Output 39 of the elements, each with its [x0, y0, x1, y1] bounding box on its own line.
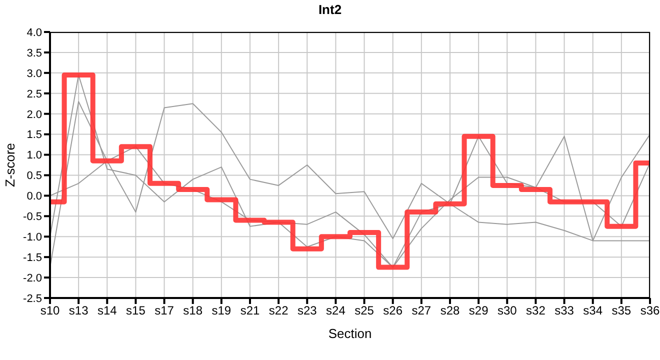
- x-tick-label: s28: [440, 304, 460, 318]
- y-tick-label: 4.0: [26, 26, 42, 39]
- y-tick-label: 3.0: [26, 68, 42, 80]
- x-tick-label: s27: [412, 304, 432, 318]
- y-tick-label: 1.0: [26, 150, 42, 162]
- x-tick-label: s35: [612, 304, 632, 318]
- y-tick-label: 1.5: [26, 129, 42, 142]
- y-tick-label: -2.5: [23, 292, 42, 305]
- x-tick-label: s21: [240, 304, 260, 318]
- x-tick-label: s18: [183, 304, 203, 318]
- x-tick-label: s14: [97, 304, 118, 318]
- x-tick-label: s19: [212, 304, 232, 318]
- x-tick-label: s33: [554, 304, 574, 318]
- y-tick-label: 0.0: [26, 190, 42, 203]
- x-tick-label: s29: [468, 304, 489, 318]
- x-tick-label: s30: [497, 304, 518, 318]
- y-tick-label: 2.0: [26, 108, 42, 121]
- y-tick-label: 0.5: [26, 170, 42, 182]
- x-tick-label: s25: [354, 304, 374, 318]
- y-tick-label: -0.5: [23, 211, 42, 224]
- chart-title: Int2: [317, 2, 343, 17]
- y-tick-label: 3.5: [26, 47, 42, 60]
- x-tick-label: s36: [640, 304, 660, 318]
- x-tick-label: s24: [326, 304, 346, 318]
- y-axis-title: Z-score: [2, 142, 18, 188]
- x-tick-label: s17: [154, 304, 174, 318]
- x-tick-label: s26: [383, 304, 403, 318]
- y-tick-label: -2.0: [23, 272, 42, 284]
- x-tick-label: s15: [126, 304, 146, 318]
- x-tick-label: s34: [583, 304, 603, 318]
- y-tick-label: -1.0: [23, 232, 42, 244]
- y-tick-label: -1.5: [23, 252, 42, 264]
- x-tick-label: s10: [40, 304, 60, 318]
- x-tick-label: s23: [297, 304, 318, 318]
- x-tick-label: s32: [526, 304, 546, 318]
- x-tick-label: s22: [268, 304, 289, 318]
- y-tick-label: 2.5: [26, 88, 42, 100]
- x-axis-title: Section: [328, 326, 372, 341]
- x-tick-label: s13: [68, 304, 89, 318]
